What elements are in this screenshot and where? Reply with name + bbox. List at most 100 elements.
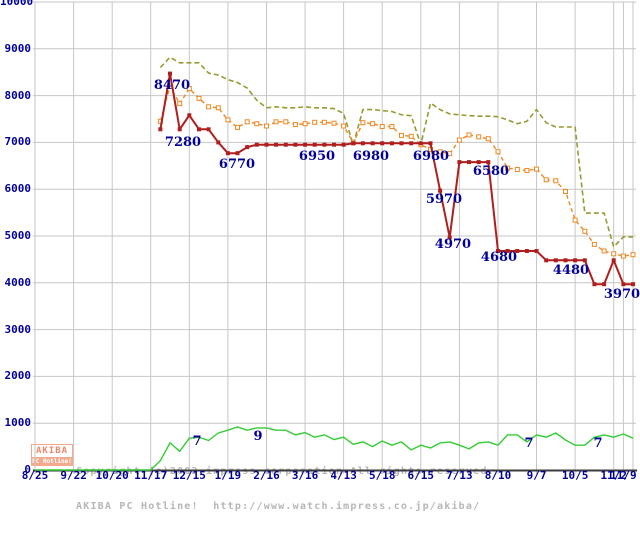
lowest-price-red-solid-marker — [254, 142, 259, 147]
average-price-orange-dashed-marker — [379, 124, 385, 129]
data-point-label: 6580 — [472, 164, 510, 179]
y-axis-label: 0 — [24, 463, 31, 476]
average-price-orange-dashed-marker — [447, 151, 453, 157]
lowest-price-red-solid-marker — [312, 142, 317, 147]
y-axis-label: 5000 — [4, 229, 32, 242]
data-point-label: 6980 — [352, 149, 390, 164]
copyright-line-2: AKIBA PC Hotline! http://www.watch.impre… — [76, 501, 481, 512]
lowest-price-red-solid-marker — [447, 235, 452, 240]
data-point-label: 6770 — [218, 157, 256, 172]
average-price-orange-dashed-marker — [601, 248, 607, 254]
lowest-price-red-solid-marker — [534, 249, 539, 253]
chart-plot-area — [33, 1, 637, 474]
average-price-orange-dashed-marker — [321, 119, 327, 125]
average-price-orange-dashed-marker — [389, 124, 395, 129]
lowest-price-red-solid-marker — [158, 127, 163, 132]
y-axis-label: 9000 — [4, 41, 32, 55]
average-price-orange-dashed-marker — [495, 149, 501, 155]
average-price-orange-dashed-marker — [157, 118, 163, 124]
lowest-price-red-solid-marker — [476, 160, 481, 165]
lowest-price-red-solid-marker — [216, 140, 221, 145]
average-price-orange-dashed-marker — [206, 104, 212, 110]
lowest-price-red-solid-marker — [264, 142, 269, 147]
average-price-orange-dashed-marker — [370, 121, 376, 127]
average-price-orange-dashed-marker — [360, 120, 366, 126]
shop-count-label: 9 — [253, 429, 263, 444]
high-price-olive-dashed-line — [159, 56, 633, 248]
lowest-price-red-solid-marker — [293, 142, 298, 147]
average-price-orange-dashed-marker — [505, 165, 511, 171]
average-price-orange-dashed-marker — [177, 101, 183, 107]
lowest-price-red-solid-marker — [457, 160, 462, 165]
page: { "chart_data": { "type": "line", "title… — [0, 0, 640, 512]
lowest-price-red-solid-marker — [332, 142, 336, 147]
data-point-label: 5970 — [425, 192, 463, 207]
lowest-price-red-solid-marker — [235, 151, 240, 156]
lowest-price-red-solid-marker — [418, 141, 423, 146]
data-point-label: 7280 — [164, 135, 202, 150]
average-price-orange-dashed-marker — [167, 83, 173, 89]
average-price-orange-dashed-marker — [292, 122, 298, 128]
lowest-price-red-solid-marker — [177, 127, 182, 132]
average-price-orange-dashed-line — [159, 85, 634, 257]
y-axis-label: 2000 — [4, 369, 32, 383]
average-price-orange-dashed-marker — [186, 86, 192, 92]
y-axis-label: 10000 — [0, 0, 34, 8]
average-price-orange-dashed-marker — [524, 168, 530, 173]
average-price-orange-dashed-marker — [485, 136, 491, 142]
lowest-price-red-solid-marker — [592, 282, 597, 287]
lowest-price-red-solid-marker — [283, 142, 288, 147]
average-price-orange-dashed-marker — [254, 121, 260, 127]
average-price-orange-dashed-marker — [331, 120, 337, 126]
average-price-orange-dashed-marker — [312, 119, 318, 125]
lowest-price-red-solid-marker — [409, 141, 414, 146]
data-point-label: 6950 — [298, 149, 336, 164]
copyright-line-1: Copyright (c)2002 impress corporation Al… — [76, 466, 495, 477]
data-point-label: 3970 — [603, 287, 640, 302]
data-point-label: 4970 — [434, 237, 472, 252]
lowest-price-red-solid-marker — [322, 142, 327, 147]
data-point-label: 4480 — [552, 263, 590, 278]
lowest-price-red-solid-marker — [245, 145, 250, 150]
chart-labels-overlay: 0 1000 2000 3000 4000 5000 6000 7000 8000 9000 100… — [0, 0, 640, 481]
lowest-price-red-solid-marker — [515, 249, 520, 253]
lowest-price-red-solid-marker — [274, 142, 279, 147]
average-price-orange-dashed-marker — [341, 123, 347, 129]
average-price-orange-dashed-marker — [215, 105, 221, 111]
lowest-price-red-solid-marker — [582, 258, 587, 263]
lowest-price-red-solid-marker — [341, 142, 346, 147]
data-point-label: 8470 — [153, 78, 191, 93]
copyright-watermark: Copyright (c)2002 impress corporation Al… — [76, 443, 495, 535]
logo-subtitle: PC Hotline! — [31, 458, 73, 466]
lowest-price-red-solid-marker — [389, 141, 394, 146]
average-price-orange-dashed-marker — [456, 137, 462, 143]
lowest-price-red-solid-marker — [544, 258, 549, 263]
lowest-price-red-solid-marker — [621, 282, 626, 287]
y-axis-label: 1000 — [4, 416, 32, 430]
lowest-price-red-solid-marker — [563, 258, 568, 263]
y-axis-label: 6000 — [4, 182, 32, 196]
y-axis-label: 7000 — [4, 135, 32, 149]
y-axis-label: 4000 — [4, 275, 32, 289]
average-price-orange-dashed-marker — [350, 140, 356, 146]
average-price-orange-dashed-marker — [244, 119, 250, 125]
shop-count-label: 7 — [593, 436, 603, 451]
average-price-orange-dashed-marker — [408, 133, 414, 139]
average-price-orange-dashed-marker — [630, 252, 636, 258]
shop-count-label: 7 — [524, 436, 534, 451]
lowest-price-red-solid-marker — [399, 141, 404, 146]
average-price-orange-dashed-marker — [591, 241, 597, 247]
akiba-logo: AKIBA PC Hotline! — [31, 444, 73, 466]
lowest-price-red-solid-marker — [524, 249, 529, 253]
lowest-price-red-solid-marker — [187, 113, 192, 118]
average-price-orange-dashed-marker — [476, 134, 482, 140]
lowest-price-red-solid-marker — [225, 151, 230, 156]
lowest-price-red-solid-line — [159, 72, 633, 286]
data-point-label: 6980 — [412, 149, 450, 164]
logo-title: AKIBA — [31, 444, 73, 458]
lowest-price-red-solid-marker — [496, 249, 500, 253]
lowest-price-red-solid-marker — [428, 141, 433, 146]
lowest-price-red-solid-marker — [573, 258, 578, 263]
lowest-price-red-solid-marker — [631, 282, 635, 287]
average-price-orange-dashed-marker — [553, 178, 559, 184]
